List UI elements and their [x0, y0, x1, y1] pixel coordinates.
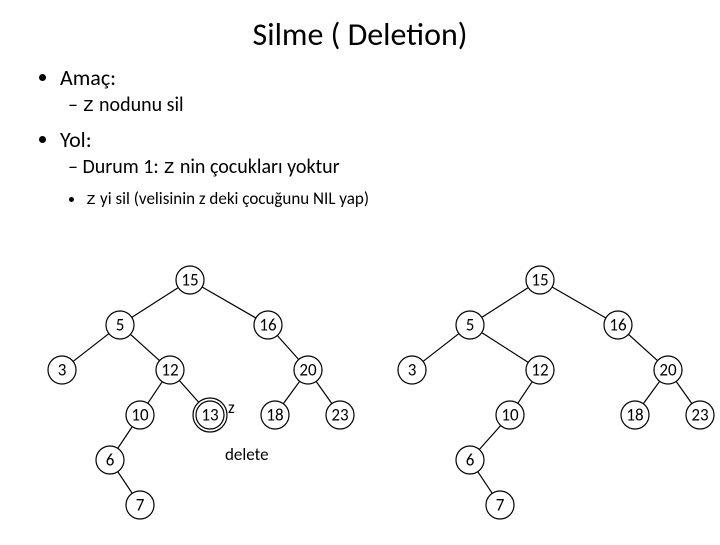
svg-text:12: 12 — [161, 360, 178, 381]
bullet-list: Amaç: — [60, 64, 680, 91]
svg-text:5: 5 — [116, 315, 125, 336]
svg-text:delete: delete — [225, 444, 269, 465]
svg-text:6: 6 — [106, 450, 115, 471]
svg-text:20: 20 — [299, 360, 317, 381]
z-token: z — [82, 95, 94, 118]
svg-text:10: 10 — [501, 405, 519, 426]
svg-text:16: 16 — [259, 315, 277, 336]
svg-text:20: 20 — [659, 360, 677, 381]
bullet-list-2: Yol: — [60, 126, 680, 153]
z-token-3: z — [86, 191, 96, 210]
svg-text:3: 3 — [58, 360, 67, 381]
svg-text:13: 13 — [201, 405, 218, 426]
slide: Silme ( Deletion) Amaç: z nodunu sil Yol… — [0, 0, 720, 540]
svg-text:12: 12 — [531, 360, 548, 381]
bullet-amac-sub-text: nodunu sil — [95, 93, 184, 117]
svg-text:z: z — [228, 397, 235, 418]
slide-title: Silme ( Deletion) — [40, 15, 680, 54]
svg-text:7: 7 — [136, 495, 145, 516]
bullet-durum1-sub: z yi sil (velisinin z deki çocuğunu NIL … — [86, 188, 680, 210]
bullet-amac-sub: z nodunu sil — [68, 93, 680, 118]
svg-text:5: 5 — [466, 315, 475, 336]
svg-text:18: 18 — [266, 405, 283, 426]
svg-text:23: 23 — [331, 405, 348, 426]
bullet-amac-sub-item: z nodunu sil — [68, 93, 680, 118]
bullet-yol: Yol: — [60, 126, 680, 153]
svg-text:3: 3 — [408, 360, 417, 381]
bullet-yol-sub: Durum 1: z nin çocukları yoktur — [68, 155, 680, 180]
bullet-durum1-detail: z yi sil (velisinin z deki çocuğunu NIL … — [86, 188, 680, 210]
tree-svg: 15 5 16 3 12 20 10 13 18 23 6 7 z delete 15 5 16 3 12 20 10 1… — [0, 260, 720, 540]
svg-text:23: 23 — [691, 405, 708, 426]
durum1-rest: nin çocukları yoktur — [175, 155, 339, 179]
tree-diagram-area: 15 5 16 3 12 20 10 13 18 23 6 7 z delete 15 5 16 3 12 20 10 1… — [0, 260, 720, 540]
svg-text:15: 15 — [181, 270, 198, 291]
bullet-amac: Amaç: — [60, 64, 680, 91]
svg-text:18: 18 — [626, 405, 643, 426]
svg-text:10: 10 — [131, 405, 149, 426]
durum1-prefix: Durum 1: — [82, 155, 163, 179]
durum1-detail-rest: yi sil (velisinin z deki çocuğunu NIL ya… — [96, 188, 369, 209]
z-token-2: z — [163, 157, 175, 180]
svg-text:16: 16 — [609, 315, 627, 336]
bullet-durum1: Durum 1: z nin çocukları yoktur — [68, 155, 680, 180]
svg-text:7: 7 — [496, 495, 505, 516]
svg-text:15: 15 — [531, 270, 548, 291]
svg-text:6: 6 — [466, 450, 475, 471]
